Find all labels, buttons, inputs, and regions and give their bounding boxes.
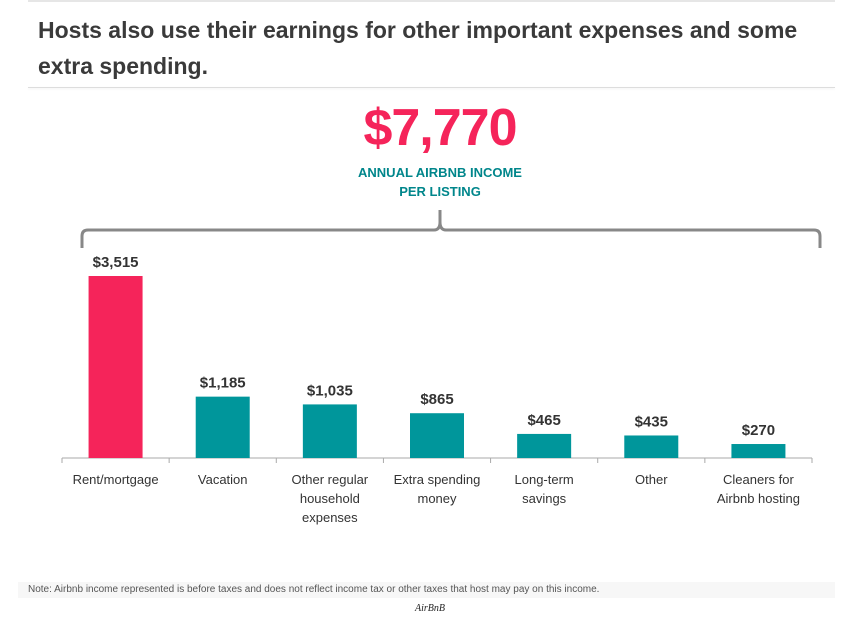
bar bbox=[410, 413, 464, 458]
data-label: $270 bbox=[742, 422, 775, 439]
footnote: Note: Airbnb income represented is befor… bbox=[18, 582, 835, 598]
bracket bbox=[80, 210, 822, 248]
category-label: Cleaners for bbox=[723, 472, 794, 487]
bar bbox=[195, 396, 250, 458]
category-label: Extra spending bbox=[394, 472, 481, 487]
total-label-line1: ANNUAL AIRBNB INCOME bbox=[358, 165, 522, 180]
category-label: Rent/mortgage bbox=[73, 472, 159, 487]
source-caption: AirBnB bbox=[415, 603, 445, 614]
data-label: $865 bbox=[420, 391, 453, 408]
data-label: $3,515 bbox=[93, 254, 139, 271]
bar bbox=[88, 276, 143, 458]
category-label: Long-term bbox=[515, 472, 574, 487]
total-income-value: $7,770 bbox=[363, 99, 517, 157]
page-title: Hosts also use their earnings for other … bbox=[38, 17, 798, 79]
category-label: Vacation bbox=[198, 472, 248, 487]
title-divider bbox=[28, 87, 835, 88]
category-label: Other regular bbox=[292, 472, 369, 487]
bar bbox=[624, 435, 679, 458]
category-label: savings bbox=[522, 491, 567, 506]
data-label: $465 bbox=[527, 412, 560, 429]
data-label: $1,185 bbox=[200, 375, 246, 392]
bar bbox=[731, 444, 786, 458]
bar-chart: $3,515 Rent/mortgage $1,185 Vacation $1,035 O… bbox=[61, 210, 822, 525]
data-label: $1,035 bbox=[307, 382, 353, 399]
category-label: Other bbox=[635, 472, 668, 487]
top-divider bbox=[28, 0, 835, 2]
bar bbox=[302, 404, 357, 458]
total-label-line2: PER LISTING bbox=[399, 184, 481, 199]
category-label: expenses bbox=[302, 510, 358, 525]
category-label: money bbox=[417, 491, 457, 506]
total-income-label: ANNUAL AIRBNB INCOME PER LISTING bbox=[240, 163, 640, 201]
category-label: household bbox=[300, 491, 360, 506]
data-label: $435 bbox=[635, 413, 668, 430]
category-label: Airbnb hosting bbox=[717, 491, 800, 506]
bar bbox=[517, 433, 572, 458]
